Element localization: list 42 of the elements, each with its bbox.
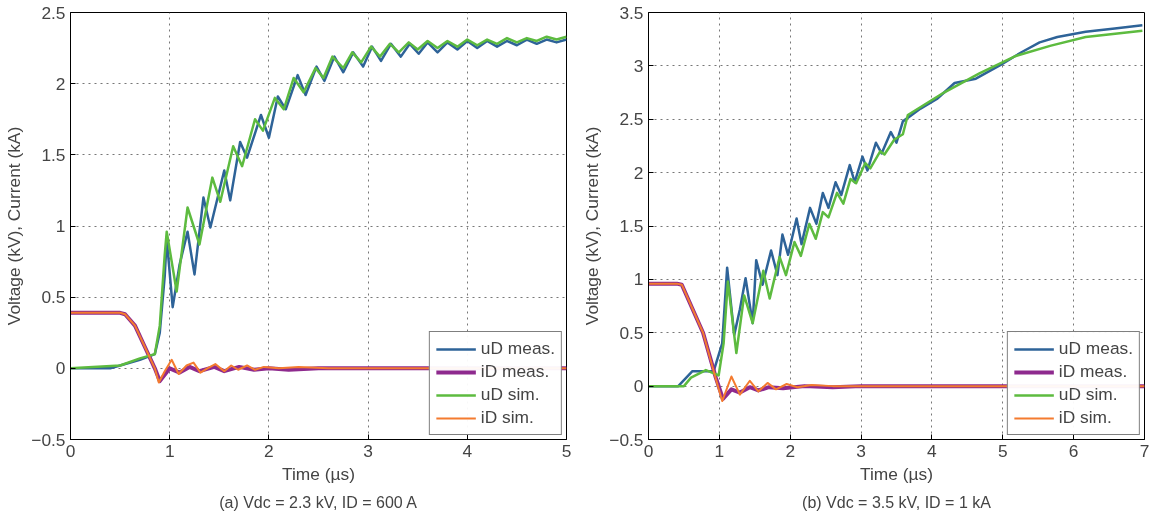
y-tick-label: 1.5 [619,216,644,236]
y-tick-label: 0.5 [619,322,644,343]
x-tick-label: 1 [164,440,175,461]
y-tick-label: −0.5 [609,429,644,450]
y-tick-label: 0 [633,376,644,397]
legend-label: uD sim. [1058,384,1118,405]
legend-label: iD meas. [480,361,550,382]
text: (b) Vdc = 3.5 kV, ID = 1 kA [802,493,992,511]
legend-label: iD sim. [1058,407,1112,428]
y-tick-label: 3.5 [619,2,644,23]
x-axis-title: Time (µs) [860,463,933,484]
y-axis-title: Voltage (kV), Current (kA) [582,126,603,326]
y-tick-label: 2 [55,73,66,94]
text: (a) Vdc = 2.3 kV, ID = 600 A [219,493,418,511]
y-tick-label: 1 [633,269,644,290]
y-axis-title: Voltage (kV), Current (kA) [4,126,25,326]
legend-label: iD sim. [480,407,534,428]
y-tick-label: 2 [633,162,644,183]
x-tick-label: 6 [1068,440,1079,461]
y-tick-label: −0.5 [31,429,66,450]
y-tick-label: 3 [633,55,644,76]
x-tick-label: 7 [1139,440,1150,461]
legend-label: uD sim. [480,384,540,405]
y-tick-label: 0.5 [41,287,66,308]
x-tick-label: 1 [714,440,725,461]
x-tick-label: 5 [997,440,1008,461]
x-tick-label: 2 [785,440,796,461]
y-tick-label: 1 [55,216,66,236]
legend-label: uD meas. [1058,338,1133,359]
x-axis-title: Time (µs) [282,463,355,484]
x-tick-label: 3 [856,440,866,461]
y-tick-label: 0 [55,358,66,379]
x-tick-label: 4 [462,440,473,461]
legend-label: iD meas. [1058,361,1128,382]
legend-label: uD meas. [480,338,555,359]
x-tick-label: 2 [264,440,274,461]
x-tick-label: 5 [561,440,572,461]
y-tick-label: 2.5 [41,2,66,23]
x-tick-label: 4 [927,440,938,461]
x-tick-label: 3 [363,440,373,461]
y-tick-label: 1.5 [41,144,66,165]
y-tick-label: 2.5 [619,109,644,130]
